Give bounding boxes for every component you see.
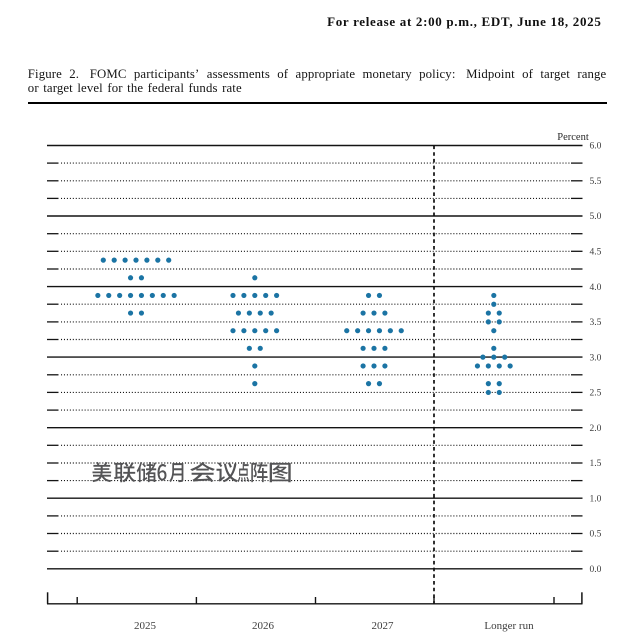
svg-text:2.0: 2.0: [590, 424, 602, 434]
svg-text:0.0: 0.0: [590, 565, 602, 575]
svg-text:4.5: 4.5: [590, 248, 602, 258]
svg-text:3.5: 3.5: [590, 318, 602, 328]
svg-text:4.0: 4.0: [590, 283, 602, 293]
svg-text:Percent: Percent: [557, 132, 589, 143]
svg-text:Longer run: Longer run: [484, 620, 534, 632]
svg-text:1.5: 1.5: [590, 459, 602, 469]
svg-text:5.5: 5.5: [590, 177, 602, 187]
svg-text:0.5: 0.5: [590, 530, 602, 540]
svg-text:2025: 2025: [134, 620, 157, 632]
svg-text:5.0: 5.0: [590, 212, 602, 222]
svg-text:3.0: 3.0: [590, 353, 602, 363]
svg-text:2.5: 2.5: [590, 389, 602, 399]
svg-text:2027: 2027: [372, 620, 395, 632]
svg-text:2026: 2026: [252, 620, 275, 632]
svg-text:1.0: 1.0: [590, 494, 602, 504]
svg-text:6.0: 6.0: [590, 142, 602, 152]
